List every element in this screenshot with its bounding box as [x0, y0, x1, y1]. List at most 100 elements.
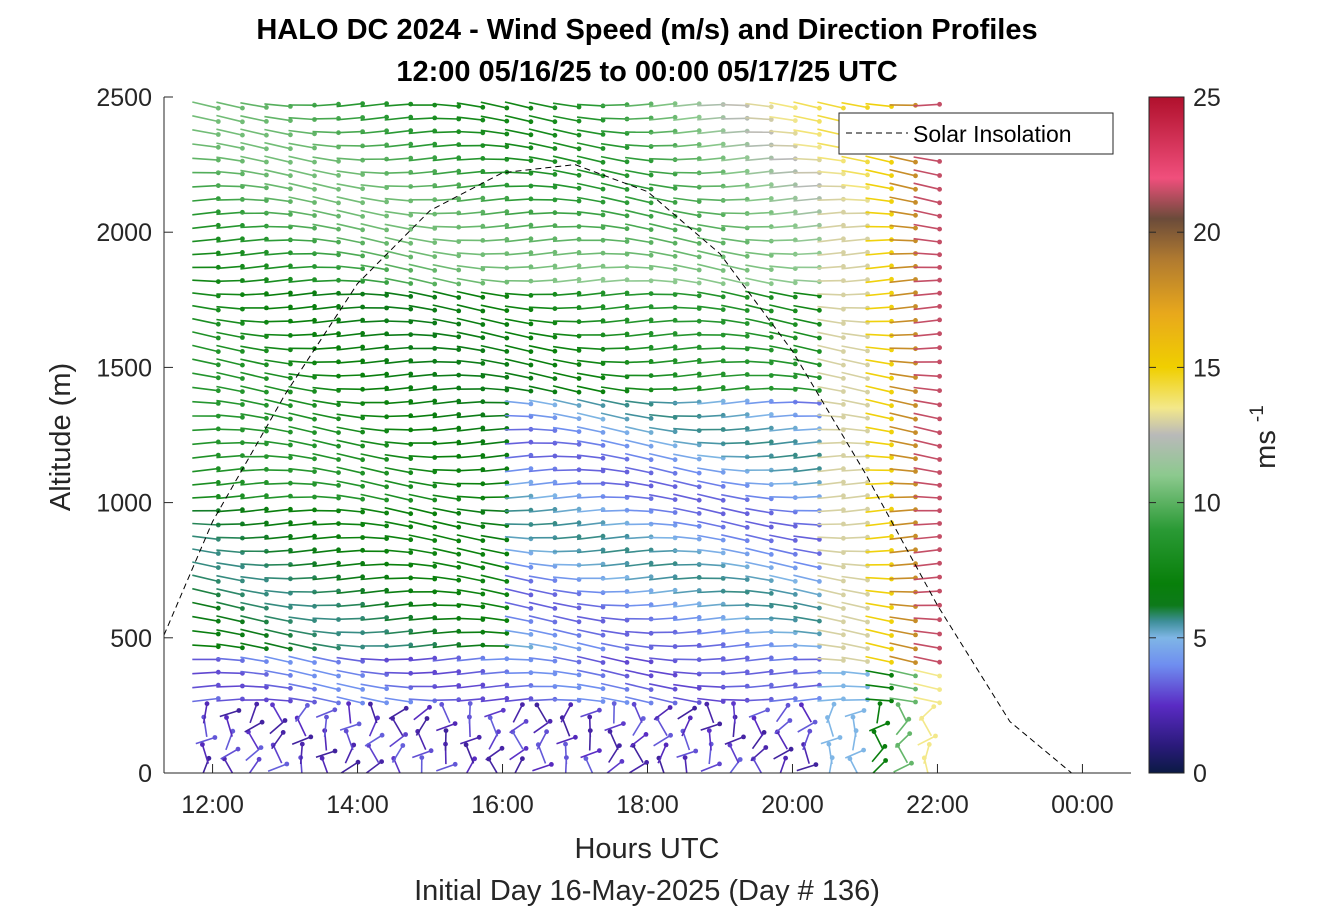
wind-arrow-shaft [865, 333, 892, 337]
wind-arrow-head [696, 267, 702, 273]
wind-arrow-head [408, 385, 414, 390]
wind-arrow-shaft [432, 318, 459, 325]
wind-arrow-head [607, 729, 613, 734]
wind-arrow-head [312, 131, 317, 137]
wind-arrow-head [937, 508, 942, 514]
wind-arrow-shaft [528, 562, 555, 568]
wind-arrow-head [720, 398, 726, 404]
wind-arrow-shaft [769, 278, 796, 284]
wind-arrow-head [432, 240, 438, 246]
wind-arrow-shaft [456, 644, 483, 648]
wind-arrow-head [215, 551, 221, 556]
wind-arrow-shaft [244, 721, 263, 733]
wind-arrow-shaft [600, 238, 628, 243]
wind-arrow-head [408, 642, 414, 648]
wind-arrow-shaft [697, 506, 724, 515]
wind-arrow-shaft [721, 103, 748, 107]
wind-arrow-shaft [288, 210, 315, 217]
wind-arrow-shaft [192, 101, 219, 109]
wind-arrow-head [792, 565, 798, 571]
wind-arrow-shaft [360, 479, 387, 488]
wind-arrow-shaft [264, 440, 291, 446]
wind-arrow-shaft [456, 157, 483, 161]
wind-arrow-head [288, 361, 293, 367]
x-tick-label: 12:00 [181, 791, 244, 819]
wind-arrow-shaft [673, 320, 700, 323]
wind-arrow-shaft [528, 211, 555, 215]
wind-arrow-shaft [889, 372, 916, 379]
wind-arrow-shaft [697, 685, 724, 688]
wind-arrow-shaft [504, 643, 531, 648]
wind-arrow-shaft [528, 344, 556, 352]
wind-arrow-shaft [721, 347, 748, 350]
wind-arrow-shaft [564, 744, 568, 765]
wind-arrow-shaft [456, 400, 483, 405]
wind-arrow-shaft [216, 414, 243, 419]
wind-arrow-head [913, 389, 918, 394]
wind-arrow-shaft [312, 332, 339, 338]
wind-arrow-shaft [288, 142, 315, 149]
wind-arrow-head [799, 702, 804, 708]
wind-arrow-head [336, 239, 341, 245]
wind-arrow-shaft [913, 453, 940, 461]
wind-arrow-shaft [384, 320, 411, 323]
wind-arrow-head [480, 604, 486, 610]
wind-arrow-head [696, 523, 702, 529]
wind-arrow-head [360, 574, 365, 580]
wind-arrow-shaft [264, 642, 291, 650]
wind-arrow-head [672, 429, 678, 435]
x-axis-label: Hours UTC [574, 833, 719, 865]
wind-arrow-shaft [889, 412, 916, 420]
wind-arrow-head [792, 280, 798, 286]
wind-arrow-shaft [312, 346, 339, 351]
wind-arrow-shaft [312, 305, 339, 311]
wind-arrow-head [648, 172, 654, 178]
wind-arrow-head [913, 290, 918, 296]
wind-arrow-shaft [456, 170, 483, 175]
wind-arrow-head [768, 308, 774, 314]
wind-arrow-shaft [336, 413, 363, 419]
wind-arrow-head [264, 348, 269, 354]
wind-arrow-shaft [480, 224, 507, 229]
wind-arrow-head [528, 479, 534, 485]
wind-arrow-shaft [649, 157, 676, 161]
wind-arrow-shaft [240, 225, 267, 229]
wind-arrow-head [889, 199, 894, 204]
wind-arrow-head [744, 333, 750, 339]
wind-arrow-head [264, 362, 269, 368]
wind-arrow-head [785, 702, 791, 708]
wind-arrow-head [600, 699, 606, 704]
wind-arrow-shaft [793, 331, 820, 339]
wind-arrow-shaft [408, 184, 435, 188]
wind-arrow-head [865, 348, 870, 354]
wind-arrow-head [600, 146, 606, 151]
wind-arrow-shaft [360, 236, 387, 245]
wind-arrow-shaft [528, 142, 556, 150]
wind-arrow-shaft [552, 469, 580, 472]
wind-arrow-head [576, 362, 582, 367]
wind-arrow-shaft [552, 169, 580, 177]
wind-arrow-head [624, 304, 630, 309]
wind-arrow-head [865, 493, 870, 498]
wind-arrow-shaft [360, 346, 387, 351]
wind-arrow-head [403, 705, 409, 711]
wind-arrow-shaft [552, 183, 580, 190]
wind-arrow-shaft [216, 441, 243, 445]
wind-arrow-shaft [480, 101, 507, 109]
wind-arrow-head [744, 511, 750, 517]
wind-arrow-head [264, 684, 269, 690]
wind-arrow-shaft [514, 758, 524, 773]
wind-arrow-head [768, 182, 774, 188]
wind-arrow-head [889, 633, 894, 638]
wind-arrow-shaft [913, 655, 940, 663]
wind-arrow-shaft [745, 290, 772, 299]
wind-arrow-shaft [793, 428, 820, 432]
wind-arrow-head [744, 168, 750, 174]
wind-arrow-head [792, 452, 798, 458]
wind-arrow-shaft [552, 412, 580, 420]
wind-arrow-head [312, 632, 317, 638]
wind-arrow-head [865, 619, 870, 625]
wind-arrow-shaft [576, 398, 604, 407]
wind-arrow-head [456, 564, 462, 570]
wind-arrow-head [865, 185, 870, 191]
